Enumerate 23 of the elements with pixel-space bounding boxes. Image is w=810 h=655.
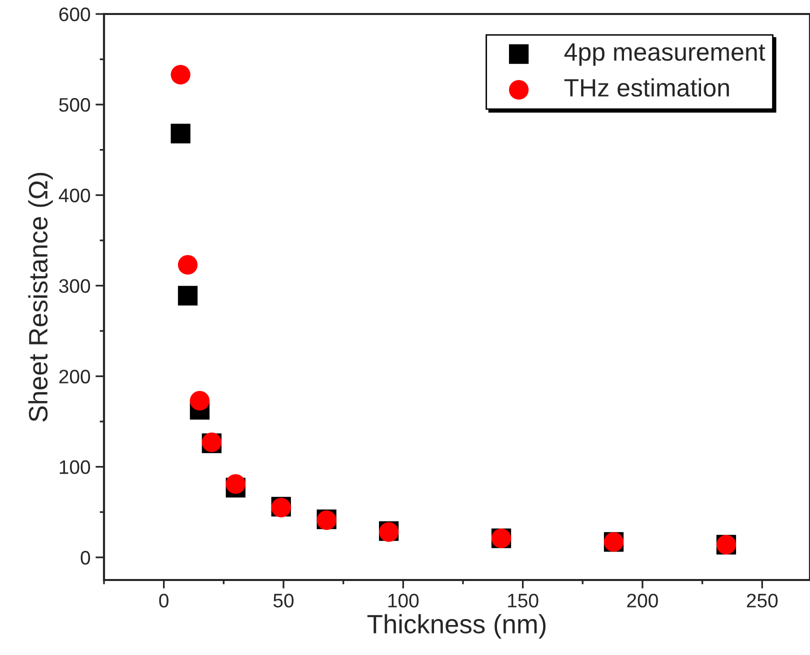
y-tick-label: 0 bbox=[80, 550, 90, 565]
point bbox=[190, 390, 210, 411]
y-tick-label: 500 bbox=[59, 98, 90, 112]
x-tick-label: 50 bbox=[273, 594, 294, 608]
x-tick-label: 0 bbox=[159, 594, 168, 608]
y-tick-label: 400 bbox=[58, 188, 90, 202]
y-axis-title: Sheet Resistance (Ω) bbox=[28, 172, 53, 422]
y-tick-label: 300 bbox=[59, 279, 90, 293]
x-tick-label: 100 bbox=[388, 594, 419, 608]
x-axis-title: Thickness (nm) bbox=[367, 614, 546, 639]
x-tick-label: 200 bbox=[627, 594, 658, 608]
point bbox=[170, 64, 190, 84]
x-tick-label: 150 bbox=[508, 594, 538, 608]
y-tick-label: 200 bbox=[59, 370, 90, 384]
point bbox=[178, 286, 198, 306]
x-tick-label: 250 bbox=[746, 594, 778, 608]
point bbox=[226, 474, 246, 494]
y-tick-label: 600 bbox=[59, 7, 90, 22]
point bbox=[170, 124, 190, 144]
legend-label: THz estimation bbox=[564, 78, 729, 97]
legend-label: 4pp measurement bbox=[564, 43, 766, 66]
point bbox=[178, 255, 198, 275]
y-tick-label: 100 bbox=[60, 460, 90, 474]
